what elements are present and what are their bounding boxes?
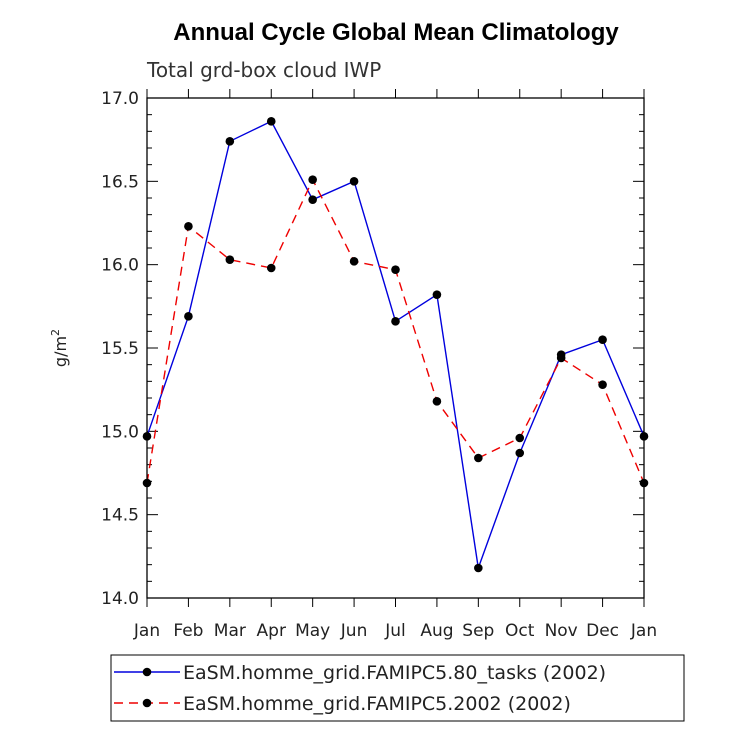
- x-tick-label: Jun: [340, 621, 368, 641]
- series-1-point: [349, 177, 359, 186]
- chart-subtitle: Total grd-box cloud IWP: [146, 58, 381, 82]
- series-2-point: [225, 255, 235, 264]
- x-tick-label: Jul: [384, 621, 406, 641]
- series-1-point: [225, 137, 235, 146]
- series-1-point: [308, 195, 317, 204]
- series-2-point: [391, 265, 400, 274]
- x-tick-label: Jan: [133, 621, 160, 641]
- series-2-point: [184, 222, 193, 231]
- y-axis-label: g/m2: [49, 329, 70, 367]
- x-tick-label: May: [295, 621, 330, 641]
- series-2-point: [349, 257, 359, 266]
- x-tick-label: Dec: [586, 621, 619, 641]
- x-tick-label: Nov: [545, 621, 578, 641]
- legend-label-2: EaSM.homme_grid.FAMIPC5.2002 (2002): [183, 693, 571, 715]
- legend-label-1: EaSM.homme_grid.FAMIPC5.80_tasks (2002): [183, 662, 606, 684]
- series-2-point: [432, 397, 442, 406]
- plot-frame: [146, 97, 645, 599]
- series-1-point: [474, 563, 483, 573]
- x-tick-label: Aug: [420, 621, 453, 641]
- y-tick-label: 15.5: [101, 339, 139, 359]
- axis-ticks: [146, 89, 645, 607]
- legend-box: [110, 654, 685, 722]
- legend: EaSM.homme_grid.FAMIPC5.80_tasks (2002) E…: [110, 654, 685, 722]
- series-layer: [142, 117, 649, 573]
- series-2-point: [556, 353, 566, 363]
- series-1-point: [515, 448, 525, 458]
- chart-title: Annual Cycle Global Mean Climatology: [173, 19, 619, 46]
- series-1-point: [598, 335, 607, 344]
- y-tick-label: 16.0: [101, 256, 139, 276]
- series-2-point: [515, 433, 525, 443]
- legend-marker-2: [142, 698, 152, 708]
- tick-labels: 14.0 14.5 15.0 15.5 16.0 16.5 17.0 Jan Feb Mar Apr…: [101, 89, 657, 641]
- x-tick-label: Oct: [505, 621, 535, 641]
- svg-text:g/m2: g/m2: [49, 329, 70, 367]
- y-tick-label: 17.0: [101, 89, 139, 109]
- series-2-point: [598, 380, 607, 389]
- series-1-point: [432, 290, 442, 299]
- x-tick-label: Feb: [173, 621, 203, 641]
- y-axis-label-superscript: 2: [49, 329, 62, 336]
- y-tick-label: 14.5: [101, 506, 139, 526]
- series-1-point: [184, 312, 193, 321]
- series-line-1: [146, 120, 645, 569]
- x-tick-label: Jan: [630, 621, 657, 641]
- series-2-point: [266, 263, 276, 273]
- x-tick-label: Mar: [214, 621, 246, 641]
- legend-marker-1: [142, 667, 152, 677]
- series-1-point: [266, 117, 276, 126]
- series-2-point: [474, 453, 483, 463]
- y-tick-label: 14.0: [101, 589, 139, 609]
- series-2-point: [308, 175, 317, 184]
- series-1-point: [391, 317, 400, 326]
- series-line-2: [146, 178, 645, 484]
- y-tick-label: 15.0: [101, 422, 139, 442]
- x-tick-label: Sep: [462, 621, 494, 641]
- y-axis-label-text: g/m: [51, 336, 70, 367]
- x-tick-label: Apr: [257, 621, 286, 641]
- y-tick-label: 16.5: [101, 172, 139, 192]
